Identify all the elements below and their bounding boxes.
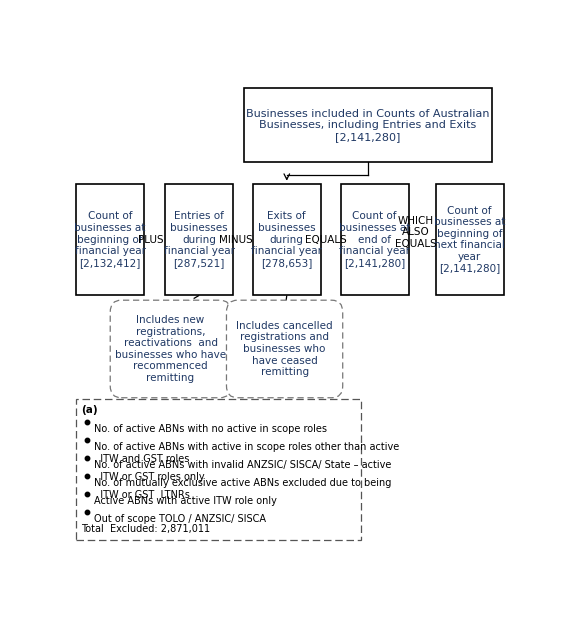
Text: MINUS: MINUS: [219, 234, 252, 245]
FancyBboxPatch shape: [244, 88, 492, 162]
Text: No. of active ABNs with invalid ANZSIC/ SISCA/ State – active
  ITW or GST roles: No. of active ABNs with invalid ANZSIC/ …: [95, 460, 392, 481]
Text: PLUS: PLUS: [138, 234, 164, 245]
Text: Active ABNs with active ITW role only: Active ABNs with active ITW role only: [95, 496, 277, 506]
Text: Includes new
registrations,
reactivations  and
businesses who have
recommenced
r: Includes new registrations, reactivation…: [115, 315, 226, 383]
FancyBboxPatch shape: [226, 300, 343, 398]
Text: Entries of
businesses
during
financial year
[287,521]: Entries of businesses during financial y…: [164, 211, 234, 268]
FancyBboxPatch shape: [76, 399, 361, 540]
Text: Total  Excluded: 2,871,011: Total Excluded: 2,871,011: [82, 524, 211, 534]
Text: No. of active ABNs with active in scope roles other than active
  ITW and GST ro: No. of active ABNs with active in scope …: [95, 442, 400, 464]
FancyBboxPatch shape: [253, 184, 321, 295]
FancyBboxPatch shape: [76, 184, 144, 295]
Text: Count of
businesses at
end of
financial year
[2,141,280]: Count of businesses at end of financial …: [339, 211, 410, 268]
FancyBboxPatch shape: [110, 300, 231, 398]
FancyBboxPatch shape: [436, 184, 504, 295]
Text: Exits of
businesses
during
financial year
[278,653]: Exits of businesses during financial yea…: [251, 211, 322, 268]
Text: EQUALS: EQUALS: [305, 234, 347, 245]
Text: Includes cancelled
registrations and
businesses who
have ceased
remitting: Includes cancelled registrations and bus…: [236, 321, 333, 377]
Text: No. of active ABNs with no active in scope roles: No. of active ABNs with no active in sco…: [95, 424, 328, 434]
Text: (a): (a): [82, 405, 98, 415]
FancyBboxPatch shape: [165, 184, 233, 295]
Text: Count of
businesses at
beginning of
financial year
[2,132,412]: Count of businesses at beginning of fina…: [74, 211, 145, 268]
Text: Count of
businesses at
beginning of
next financial
year
[2,141,280]: Count of businesses at beginning of next…: [434, 206, 505, 274]
Text: Out of scope TOLO / ANZSIC/ SISCA: Out of scope TOLO / ANZSIC/ SISCA: [95, 514, 267, 524]
Text: No. of mutually exclusive active ABNs excluded due to being
  ITW or GST  LTNRs: No. of mutually exclusive active ABNs ex…: [95, 478, 392, 500]
Text: Businesses included in Counts of Australian
Businesses, including Entries and Ex: Businesses included in Counts of Austral…: [246, 109, 490, 142]
Text: WHICH
ALSO
EQUALS: WHICH ALSO EQUALS: [395, 216, 436, 249]
FancyBboxPatch shape: [341, 184, 409, 295]
